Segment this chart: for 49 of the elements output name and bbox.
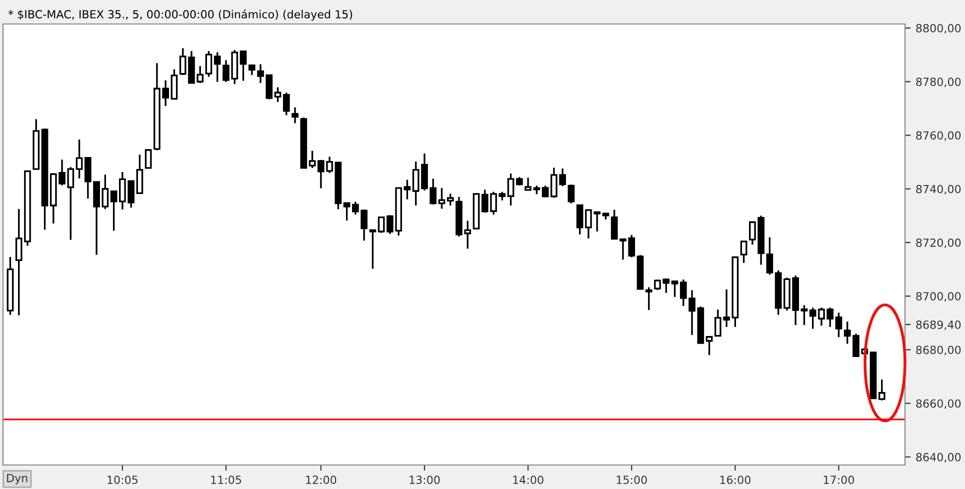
x-tick-label: 15:00 <box>616 476 647 484</box>
y-tick-label: 8700,00 <box>916 292 961 302</box>
candlestick <box>835 312 842 338</box>
candlestick <box>110 190 118 232</box>
candlestick <box>205 50 212 78</box>
y-tick-label: 8640,00 <box>916 452 961 462</box>
candlestick <box>671 280 678 298</box>
candlestick <box>740 240 748 264</box>
candlestick <box>292 106 298 124</box>
y-tick-label: 8780,00 <box>916 78 961 88</box>
x-tick-label: 17:00 <box>824 476 854 484</box>
candlestick <box>102 174 109 210</box>
y-tick-label: 8720,00 <box>916 238 961 248</box>
y-tick-label: 8680,00 <box>916 346 961 356</box>
y-tick-label: 8760,00 <box>916 131 961 141</box>
candlestick <box>507 172 514 206</box>
x-tick-label: 11:05 <box>211 476 242 484</box>
candlestick <box>404 178 411 200</box>
x-tick-label: 12:00 <box>306 476 336 484</box>
x-tick-label: 14:00 <box>513 476 544 484</box>
y-tick-label: 8660,00 <box>916 399 961 409</box>
candlestick <box>645 286 652 311</box>
candlestick <box>766 236 774 276</box>
candlestick <box>369 229 376 270</box>
candlestick <box>576 204 584 236</box>
candlestick <box>136 154 144 194</box>
candlestick <box>248 64 256 76</box>
y-tick-label: 8689,40 <box>916 320 961 330</box>
candlestick <box>274 86 282 103</box>
candlestick <box>343 202 350 222</box>
candlestick <box>438 187 446 210</box>
chart-title: * $IBC-MAC, IBEX 35., 5, 00:00-00:00 (Dinámico) (delayed 15) <box>8 9 352 21</box>
candlestick <box>800 304 808 326</box>
x-tick-label: 10:05 <box>108 476 138 484</box>
y-tick-label: 8800,00 <box>916 24 961 34</box>
x-tick-label: 13:00 <box>410 476 440 484</box>
candlestick <box>542 184 549 198</box>
candlestick <box>308 150 316 169</box>
text: Dyn <box>7 474 28 484</box>
candlestick <box>144 149 152 169</box>
x-tick-label: 16:00 <box>720 476 750 484</box>
candlestick <box>282 92 290 116</box>
candlestick <box>568 184 575 204</box>
candlestick <box>706 336 713 356</box>
candlestick <box>170 68 178 100</box>
candlestick <box>76 138 83 180</box>
y-tick-label: 8740,00 <box>916 184 961 194</box>
candlestick <box>240 50 247 82</box>
candlestick <box>878 378 886 402</box>
